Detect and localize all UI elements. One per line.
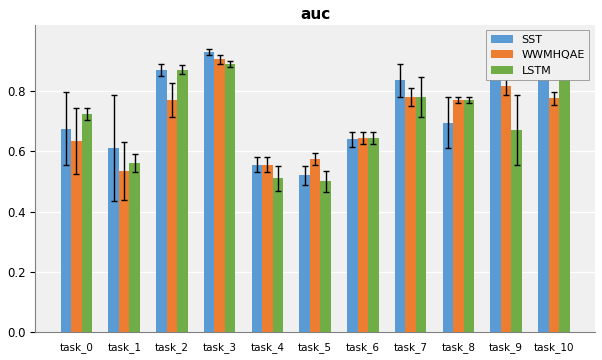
- Bar: [299, 175, 310, 332]
- Bar: [273, 179, 283, 332]
- Bar: [156, 70, 167, 332]
- Bar: [559, 59, 569, 332]
- Bar: [129, 163, 140, 332]
- Bar: [347, 139, 358, 332]
- Bar: [310, 159, 320, 332]
- Bar: [119, 171, 129, 332]
- Bar: [511, 130, 522, 332]
- Bar: [108, 148, 119, 332]
- Bar: [214, 59, 225, 332]
- Bar: [442, 123, 453, 332]
- Bar: [501, 86, 511, 332]
- Bar: [167, 100, 177, 332]
- Bar: [177, 70, 188, 332]
- Bar: [416, 97, 426, 332]
- Bar: [262, 165, 273, 332]
- Bar: [61, 129, 71, 332]
- Bar: [491, 50, 501, 332]
- Bar: [405, 97, 416, 332]
- Bar: [368, 138, 379, 332]
- Bar: [538, 59, 548, 332]
- Title: auc: auc: [300, 7, 330, 22]
- Bar: [225, 64, 235, 332]
- Bar: [464, 100, 474, 332]
- Bar: [71, 141, 82, 332]
- Bar: [82, 113, 92, 332]
- Bar: [395, 80, 405, 332]
- Bar: [252, 165, 262, 332]
- Bar: [204, 52, 214, 332]
- Bar: [358, 138, 368, 332]
- Bar: [453, 100, 464, 332]
- Bar: [548, 99, 559, 332]
- Bar: [320, 181, 331, 332]
- Legend: SST, WWMHQAE, LSTM: SST, WWMHQAE, LSTM: [486, 30, 589, 80]
